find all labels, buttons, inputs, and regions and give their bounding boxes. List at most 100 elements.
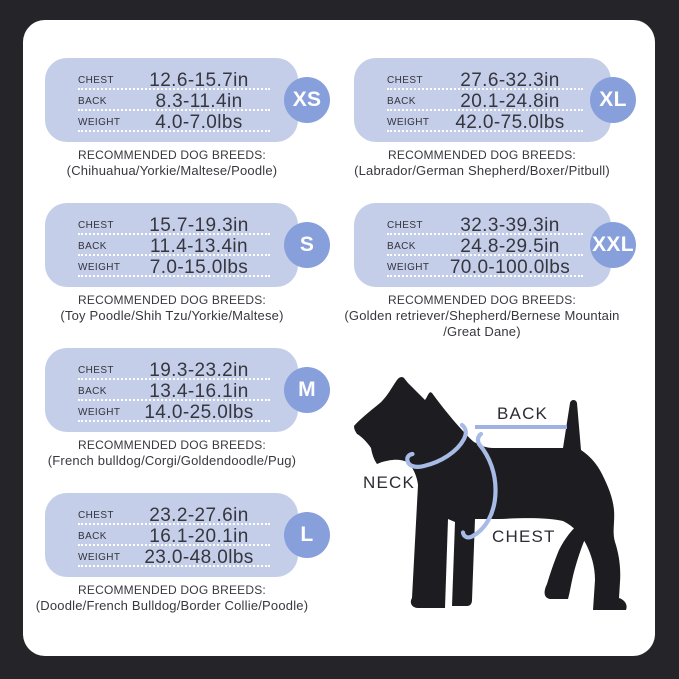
- recommended-title: RECOMMENDED DOG BREEDS:: [78, 293, 266, 307]
- weight-row: WEIGHT 7.0-15.0lbs: [78, 257, 270, 278]
- size-badge-xs: XS: [284, 77, 330, 123]
- back-label: BACK: [78, 241, 107, 252]
- neck-diagram-label: NECK: [363, 473, 416, 492]
- dotted-line: [387, 109, 583, 111]
- back-value: 20.1-24.8in: [460, 90, 560, 112]
- weight-value: 70.0-100.0lbs: [449, 256, 571, 278]
- breeds-list: (Toy Poodle/Shih Tzu/Yorkie/Maltese): [60, 308, 284, 323]
- back-value: 11.4-13.4in: [149, 235, 249, 257]
- weight-value: 23.0-48.0lbs: [144, 546, 254, 568]
- size-chart-card: CHEST 12.6-15.7in BACK 8.3-11.4in WEIGHT…: [23, 20, 655, 656]
- weight-label: WEIGHT: [78, 407, 121, 418]
- harness-chest-line: [460, 431, 498, 540]
- weight-value: 14.0-25.0lbs: [144, 401, 254, 423]
- weight-label: WEIGHT: [78, 117, 121, 128]
- breeds-l: RECOMMENDED DOG BREEDS: (Doodle/French B…: [27, 583, 317, 614]
- dog-silhouette: [354, 376, 627, 610]
- chest-value: 23.2-27.6in: [149, 504, 249, 526]
- dotted-line: [387, 233, 583, 235]
- chest-label: CHEST: [387, 220, 423, 231]
- recommended-title: RECOMMENDED DOG BREEDS:: [78, 148, 266, 162]
- weight-label: WEIGHT: [78, 552, 121, 563]
- chest-row: CHEST 23.2-27.6in: [78, 505, 270, 526]
- weight-label: WEIGHT: [387, 262, 430, 273]
- size-panel-xs: CHEST 12.6-15.7in BACK 8.3-11.4in WEIGHT…: [45, 58, 298, 142]
- back-label: BACK: [78, 96, 107, 107]
- chest-value: 32.3-39.3in: [460, 214, 560, 236]
- back-value: 24.8-29.5in: [460, 235, 560, 257]
- harness-neck-line: [405, 422, 468, 469]
- recommended-title: RECOMMENDED DOG BREEDS:: [78, 583, 266, 597]
- dotted-line: [387, 254, 583, 256]
- dog-body: [354, 376, 627, 610]
- back-diagram-label: BACK: [497, 404, 549, 423]
- breeds-xs: RECOMMENDED DOG BREEDS: (Chihuahua/Yorki…: [27, 148, 317, 179]
- weight-label: WEIGHT: [387, 117, 430, 128]
- chest-row: CHEST 15.7-19.3in: [78, 215, 270, 236]
- size-panel-xl: CHEST 27.6-32.3in BACK 20.1-24.8in WEIGH…: [354, 58, 611, 142]
- back-label: BACK: [78, 386, 107, 397]
- chest-value: 27.6-32.3in: [460, 69, 560, 91]
- breeds-list: (Golden retriever/Shepherd/Bernese Mount…: [344, 308, 620, 339]
- dotted-line: [78, 378, 270, 380]
- chest-label: CHEST: [78, 365, 114, 376]
- dotted-line: [387, 130, 583, 132]
- size-panel-m: CHEST 19.3-23.2in BACK 13.4-16.1in WEIGH…: [45, 348, 298, 432]
- back-row: BACK 16.1-20.1in: [78, 526, 270, 547]
- recommended-title: RECOMMENDED DOG BREEDS:: [388, 293, 576, 307]
- dotted-line: [78, 109, 270, 111]
- chest-diagram-label: CHEST: [492, 527, 556, 546]
- breeds-list: (Labrador/German Shepherd/Boxer/Pitbull): [354, 163, 610, 178]
- dotted-line: [387, 275, 583, 277]
- dotted-line: [78, 399, 270, 401]
- size-panel-xxl: CHEST 32.3-39.3in BACK 24.8-29.5in WEIGH…: [354, 203, 611, 287]
- chest-row: CHEST 32.3-39.3in: [387, 215, 583, 236]
- chest-label: CHEST: [78, 220, 114, 231]
- dotted-line: [78, 420, 270, 422]
- weight-value: 42.0-75.0lbs: [455, 111, 565, 133]
- back-label: BACK: [387, 96, 416, 107]
- breeds-xxl: RECOMMENDED DOG BREEDS: (Golden retrieve…: [332, 293, 632, 340]
- dotted-line: [78, 523, 270, 525]
- back-row: BACK 24.8-29.5in: [387, 236, 583, 257]
- weight-value: 7.0-15.0lbs: [149, 256, 249, 278]
- recommended-title: RECOMMENDED DOG BREEDS:: [78, 438, 266, 452]
- breeds-list: (French bulldog/Corgi/Goldendoodle/Pug): [47, 453, 297, 468]
- size-panel-l: CHEST 23.2-27.6in BACK 16.1-20.1in WEIGH…: [45, 493, 298, 577]
- recommended-title: RECOMMENDED DOG BREEDS:: [388, 148, 576, 162]
- back-value: 16.1-20.1in: [149, 525, 249, 547]
- dotted-line: [78, 254, 270, 256]
- chest-row: CHEST 12.6-15.7in: [78, 70, 270, 91]
- dog-far-rear-leg: [544, 522, 589, 599]
- chest-value: 15.7-19.3in: [149, 214, 249, 236]
- dotted-line: [78, 275, 270, 277]
- weight-row: WEIGHT 70.0-100.0lbs: [387, 257, 583, 278]
- weight-row: WEIGHT 14.0-25.0lbs: [78, 402, 270, 423]
- breeds-xl: RECOMMENDED DOG BREEDS: (Labrador/German…: [332, 148, 632, 179]
- breeds-m: RECOMMENDED DOG BREEDS: (French bulldog/…: [27, 438, 317, 469]
- weight-row: WEIGHT 42.0-75.0lbs: [387, 112, 583, 133]
- dotted-line: [78, 544, 270, 546]
- chest-value: 19.3-23.2in: [149, 359, 249, 381]
- back-row: BACK 20.1-24.8in: [387, 91, 583, 112]
- weight-row: WEIGHT 23.0-48.0lbs: [78, 547, 270, 568]
- breeds-list: (Chihuahua/Yorkie/Maltese/Poodle): [66, 163, 278, 178]
- chest-row: CHEST 19.3-23.2in: [78, 360, 270, 381]
- back-label: BACK: [78, 531, 107, 542]
- chest-label: CHEST: [78, 75, 114, 86]
- back-row: BACK 13.4-16.1in: [78, 381, 270, 402]
- chest-label: CHEST: [78, 510, 114, 521]
- back-value: 13.4-16.1in: [149, 380, 249, 402]
- dotted-line: [387, 88, 583, 90]
- dotted-line: [78, 130, 270, 132]
- size-badge-xl: XL: [590, 77, 636, 123]
- chest-value: 12.6-15.7in: [149, 69, 249, 91]
- size-badge-xxl: XXL: [590, 222, 636, 268]
- size-panel-s: CHEST 15.7-19.3in BACK 11.4-13.4in WEIGH…: [45, 203, 298, 287]
- breeds-list: (Doodle/French Bulldog/Border Collie/Poo…: [35, 598, 309, 613]
- weight-row: WEIGHT 4.0-7.0lbs: [78, 112, 270, 133]
- dotted-line: [78, 88, 270, 90]
- dotted-line: [78, 233, 270, 235]
- back-value: 8.3-11.4in: [155, 90, 243, 112]
- chest-label: CHEST: [387, 75, 423, 86]
